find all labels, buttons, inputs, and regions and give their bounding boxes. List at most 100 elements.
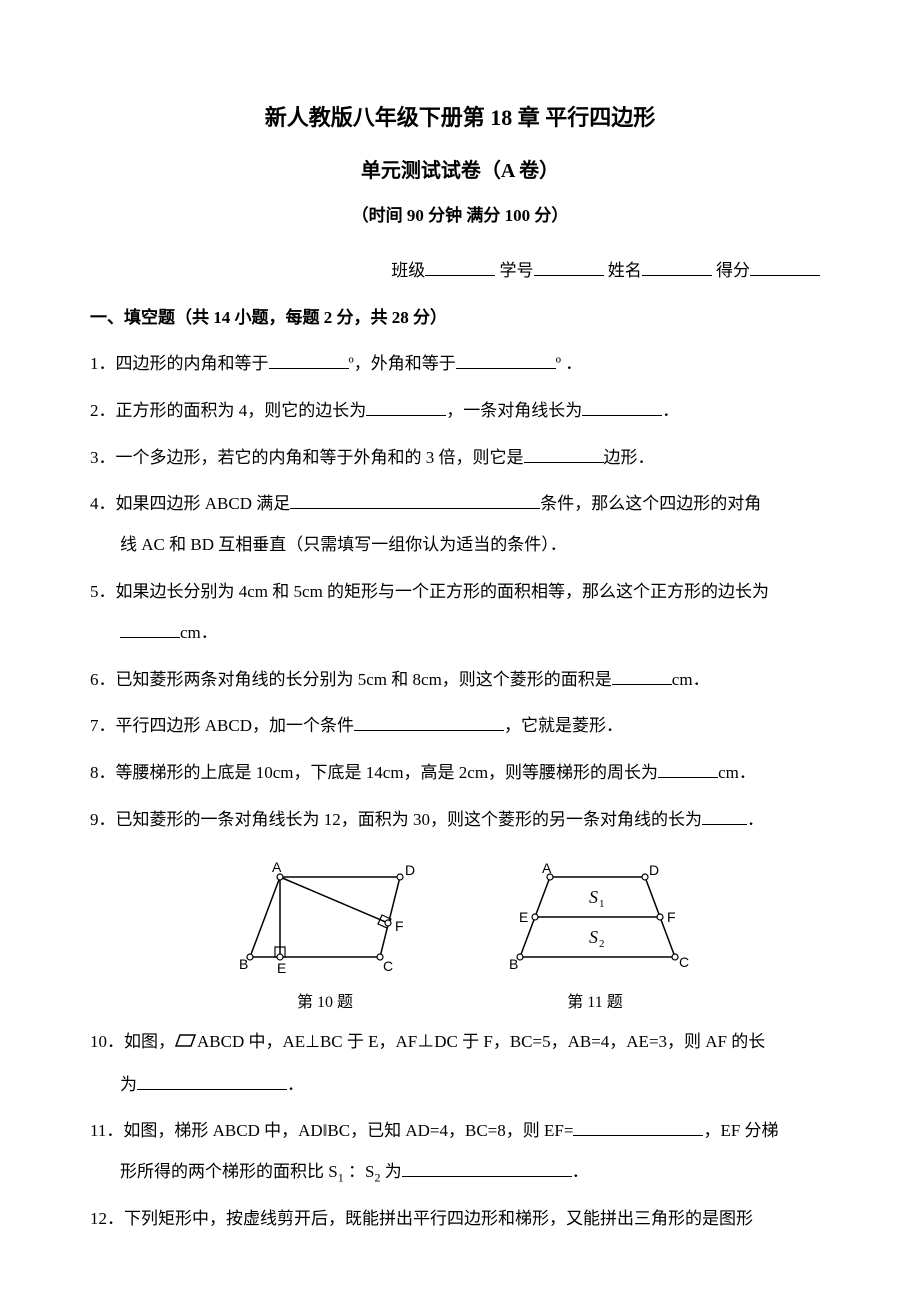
fig11-s1: S bbox=[589, 887, 598, 907]
question-5: 5．如果边长分别为 4cm 和 5cm 的矩形与一个正方形的面积相等，那么这个正… bbox=[90, 572, 830, 654]
q5-text-1: 如果边长分别为 4cm 和 5cm 的矩形与一个正方形的面积相等，那么这个正方形… bbox=[116, 582, 770, 601]
q9-num: 9． bbox=[90, 810, 116, 829]
fig11-label-d: D bbox=[649, 862, 659, 878]
q7-num: 7． bbox=[90, 716, 116, 735]
figure-11: A D B C E F S 1 S 2 第 11 题 bbox=[495, 859, 695, 1012]
q8-text-2: cm． bbox=[718, 763, 756, 782]
blank-id[interactable] bbox=[534, 259, 604, 276]
q2-text-3: ． bbox=[662, 401, 679, 420]
q10-text-4: ． bbox=[287, 1075, 304, 1094]
section-1-header: 一、填空题（共 14 小题，每题 2 分，共 28 分） bbox=[90, 303, 830, 328]
q10-text-2: ABCD 中，AE⊥BC 于 E，AF⊥DC 于 F，BC=5，AB=4，AE=… bbox=[197, 1032, 765, 1051]
q4-blank-1[interactable] bbox=[290, 492, 540, 509]
q11-num: 11． bbox=[90, 1121, 123, 1140]
figures-row: A D B E C F 第 10 题 A D B C E F S 1 S bbox=[90, 859, 830, 1012]
q9-text-2: ． bbox=[747, 810, 764, 829]
q8-text-1: 等腰梯形的上底是 10cm，下底是 14cm，高是 2cm，则等腰梯形的周长为 bbox=[116, 763, 659, 782]
label-class: 班级 bbox=[391, 261, 425, 280]
q2-text-2: ，一条对角线长为 bbox=[446, 401, 582, 420]
q1-blank-1[interactable] bbox=[269, 352, 349, 369]
blank-score[interactable] bbox=[750, 259, 820, 276]
figure-10: A D B E C F 第 10 题 bbox=[225, 859, 425, 1012]
q7-text-2: ，它就是菱形． bbox=[504, 716, 623, 735]
parallelogram-icon bbox=[175, 1024, 197, 1065]
q3-blank-1[interactable] bbox=[524, 446, 604, 463]
q3-num: 3． bbox=[90, 448, 116, 467]
q11-text-5: 为 bbox=[380, 1162, 401, 1181]
q8-num: 8． bbox=[90, 763, 116, 782]
q1-text-3: º ． bbox=[556, 354, 583, 373]
q4-num: 4． bbox=[90, 494, 116, 513]
q2-blank-2[interactable] bbox=[582, 399, 662, 416]
q8-blank-1[interactable] bbox=[658, 761, 718, 778]
question-12: 12．下列矩形中，按虚线剪开后，既能拼出平行四边形和梯形，又能拼出三角形的是图形 bbox=[90, 1199, 830, 1240]
blank-name[interactable] bbox=[642, 259, 712, 276]
q4-text-2: 条件，那么这个四边形的对角 bbox=[540, 494, 761, 513]
question-6: 6．已知菱形两条对角线的长分别为 5cm 和 8cm，则这个菱形的面积是cm． bbox=[90, 660, 830, 701]
title-main: 新人教版八年级下册第 18 章 平行四边形 bbox=[90, 100, 830, 132]
q2-blank-1[interactable] bbox=[366, 399, 446, 416]
q9-blank-1[interactable] bbox=[702, 808, 747, 825]
fig10-label-b: B bbox=[239, 956, 248, 972]
q11-text-2: ，EF 分梯 bbox=[703, 1121, 778, 1140]
label-id: 学号 bbox=[500, 261, 534, 280]
question-7: 7．平行四边形 ABCD，加一个条件 ，它就是菱形． bbox=[90, 706, 830, 747]
fig10-label-e: E bbox=[277, 960, 286, 976]
student-info-line: 班级 学号 姓名 得分 bbox=[90, 256, 830, 281]
q5-text-2: cm． bbox=[180, 623, 218, 642]
fig11-s1-sub: 1 bbox=[599, 898, 605, 910]
question-1: 1．四边形的内角和等于º，外角和等于º ． bbox=[90, 344, 830, 385]
title-sub: 单元测试试卷（A 卷） bbox=[90, 154, 830, 183]
fig10-label-d: D bbox=[405, 862, 415, 878]
q7-blank-1[interactable] bbox=[354, 714, 504, 731]
fig10-label-a: A bbox=[272, 859, 282, 875]
question-3: 3．一个多边形，若它的内角和等于外角和的 3 倍，则它是 边形． bbox=[90, 438, 830, 479]
q3-text-1: 一个多边形，若它的内角和等于外角和的 3 倍，则它是 bbox=[116, 448, 524, 467]
fig11-s2-sub: 2 bbox=[599, 938, 605, 950]
fig10-label-f: F bbox=[395, 918, 404, 934]
q6-text-2: cm． bbox=[672, 670, 710, 689]
q6-num: 6． bbox=[90, 670, 116, 689]
q5-blank-1[interactable] bbox=[120, 621, 180, 638]
question-10: 10．如图，ABCD 中，AE⊥BC 于 E，AF⊥DC 于 F，BC=5，AB… bbox=[90, 1022, 830, 1106]
title-time-score: （时间 90 分钟 满分 100 分） bbox=[90, 201, 830, 226]
figure-11-caption: 第 11 题 bbox=[495, 988, 695, 1012]
q10-blank-1[interactable] bbox=[137, 1073, 287, 1090]
q10-num: 10． bbox=[90, 1032, 124, 1051]
fig11-label-a: A bbox=[542, 860, 552, 876]
figure-10-svg: A D B E C F bbox=[225, 859, 425, 979]
q1-blank-2[interactable] bbox=[456, 352, 556, 369]
fig11-label-b: B bbox=[509, 956, 518, 972]
q1-text-2: º，外角和等于 bbox=[349, 354, 456, 373]
label-name: 姓名 bbox=[608, 261, 642, 280]
label-score: 得分 bbox=[716, 261, 750, 280]
q11-blank-1[interactable] bbox=[573, 1119, 703, 1136]
q6-blank-1[interactable] bbox=[612, 668, 672, 685]
q2-text-1: 正方形的面积为 4，则它的边长为 bbox=[116, 401, 367, 420]
fig11-label-c: C bbox=[679, 954, 689, 970]
q11-text-1: 如图，梯形 ABCD 中，AD‖BC，已知 AD=4，BC=8，则 EF= bbox=[123, 1121, 573, 1140]
q7-text-1: 平行四边形 ABCD，加一个条件 bbox=[116, 716, 354, 735]
figure-11-svg: A D B C E F S 1 S 2 bbox=[495, 859, 695, 979]
q11-text-6: ． bbox=[572, 1162, 589, 1181]
question-11: 11．如图，梯形 ABCD 中，AD‖BC，已知 AD=4，BC=8，则 EF=… bbox=[90, 1111, 830, 1193]
q4-text-1: 如果四边形 ABCD 满足 bbox=[116, 494, 291, 513]
q2-num: 2． bbox=[90, 401, 116, 420]
blank-class[interactable] bbox=[425, 259, 495, 276]
fig11-label-f: F bbox=[667, 909, 676, 925]
q11-blank-2[interactable] bbox=[402, 1160, 572, 1177]
fig11-s2: S bbox=[589, 927, 598, 947]
q12-text-1: 下列矩形中，按虚线剪开后，既能拼出平行四边形和梯形，又能拼出三角形的是图形 bbox=[124, 1209, 753, 1228]
question-9: 9．已知菱形的一条对角线长为 12，面积为 30，则这个菱形的另一条对角线的长为… bbox=[90, 800, 830, 841]
fig10-label-c: C bbox=[383, 958, 393, 974]
q11-text-3: 形所得的两个梯形的面积比 S bbox=[120, 1162, 338, 1181]
q5-num: 5． bbox=[90, 582, 116, 601]
q11-text-4: ：S bbox=[344, 1162, 375, 1181]
q12-num: 12． bbox=[90, 1209, 124, 1228]
q1-text-1: 四边形的内角和等于 bbox=[116, 354, 269, 373]
q9-text-1: 已知菱形的一条对角线长为 12，面积为 30，则这个菱形的另一条对角线的长为 bbox=[116, 810, 703, 829]
q4-text-3: 线 AC 和 BD 互相垂直（只需填写一组你认为适当的条件）． bbox=[90, 525, 830, 566]
q10-text-3: 为 bbox=[120, 1075, 137, 1094]
q3-text-2: 边形． bbox=[604, 448, 655, 467]
fig11-label-e: E bbox=[519, 909, 528, 925]
